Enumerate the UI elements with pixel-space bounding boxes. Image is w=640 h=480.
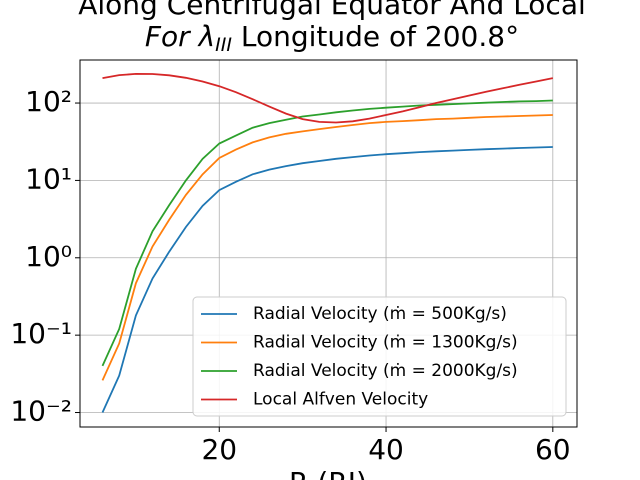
x-axis-label: R (RJ) (289, 466, 367, 480)
y-tick-label: 10¹ (25, 162, 72, 195)
chart-title-line2: For λIII Longitude of 200.8° (145, 20, 519, 56)
series-line (102, 72, 553, 124)
y-tick-label: 10² (25, 85, 72, 118)
series-line (101, 99, 553, 367)
x-tick-label: 20 (201, 433, 237, 466)
y-tick-label: 10⁻² (10, 395, 72, 428)
title-part: For λ (145, 20, 215, 53)
title-sub: III (215, 34, 232, 56)
legend-label: Local Alfven Velocity (253, 390, 428, 410)
legend-label: Radial Velocity (ṁ = 2000Kg/s) (253, 361, 518, 381)
x-tick-label: 40 (368, 433, 404, 466)
title-part: Longitude of 200.8° (232, 20, 519, 53)
x-tick-label: 60 (535, 433, 571, 466)
y-tick-label: 10⁻¹ (10, 317, 72, 350)
y-tick-label: 10⁰ (25, 240, 72, 273)
series-line (101, 146, 553, 413)
legend-label: Radial Velocity (ṁ = 1300Kg/s) (253, 333, 518, 353)
chart-title: Along Centrifugal Equator And Local (78, 0, 586, 21)
plot-frame (79, 59, 578, 428)
series-line (101, 114, 553, 381)
legend-label: Radial Velocity (ṁ = 500Kg/s) (253, 304, 507, 324)
legend-box (192, 296, 567, 417)
